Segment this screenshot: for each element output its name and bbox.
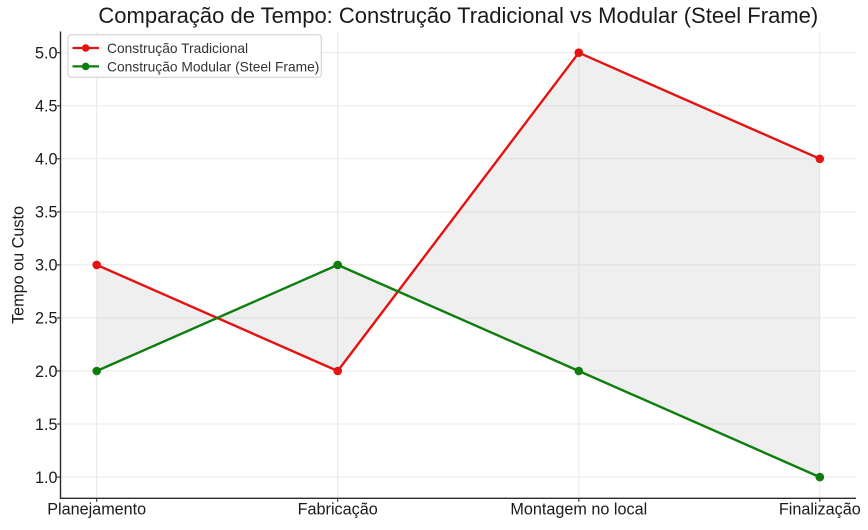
svg-text:1.0: 1.0	[35, 469, 58, 487]
svg-text:2.5: 2.5	[35, 310, 58, 328]
svg-text:Fabricação: Fabricação	[298, 501, 378, 519]
svg-text:4.0: 4.0	[35, 151, 58, 169]
svg-text:Finalização: Finalização	[779, 501, 861, 519]
svg-text:Construção Modular (Steel Fram: Construção Modular (Steel Frame)	[107, 59, 319, 74]
svg-text:Tempo ou Custo: Tempo ou Custo	[9, 206, 27, 324]
svg-text:Montagem no local: Montagem no local	[510, 501, 647, 519]
svg-text:5.0: 5.0	[35, 45, 58, 63]
svg-text:3.5: 3.5	[35, 204, 58, 222]
svg-text:3.0: 3.0	[35, 257, 58, 275]
svg-text:Planejamento: Planejamento	[47, 501, 146, 519]
svg-text:2.0: 2.0	[35, 363, 58, 381]
svg-text:Comparação de Tempo: Construçã: Comparação de Tempo: Construção Tradicio…	[98, 3, 818, 28]
svg-text:1.5: 1.5	[35, 416, 58, 434]
svg-text:4.5: 4.5	[35, 98, 58, 116]
svg-text:Construção Tradicional: Construção Tradicional	[107, 41, 248, 56]
